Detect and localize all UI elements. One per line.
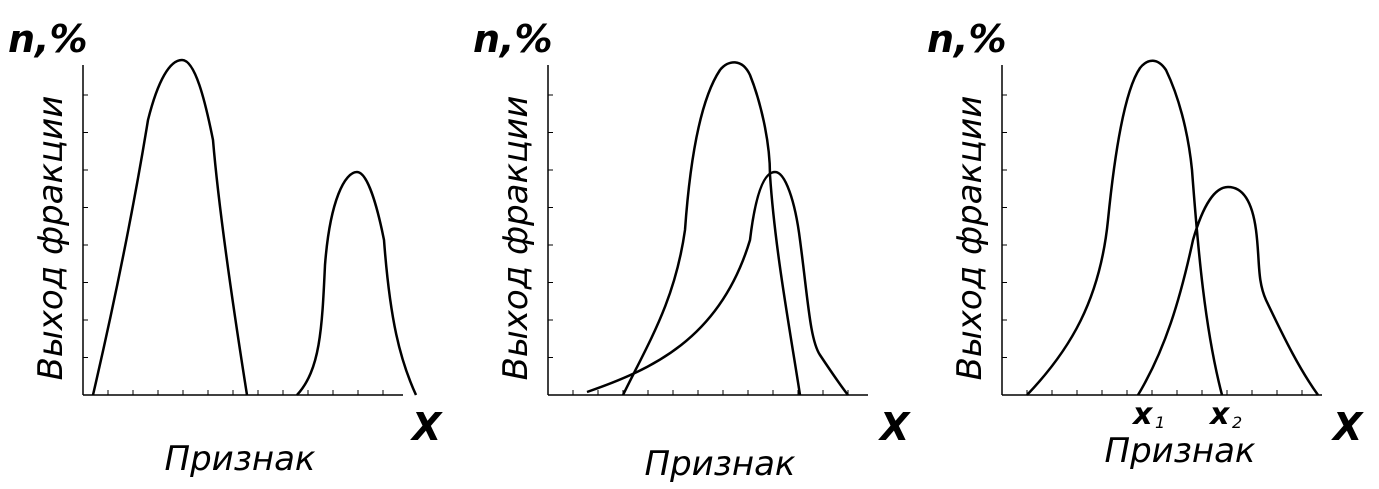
curve — [1136, 185, 1320, 396]
y-label: Выход фракции — [950, 96, 990, 381]
y-symbol: n,% — [8, 17, 88, 61]
marker-symbol: x — [1208, 397, 1231, 432]
x-symbol: X — [878, 405, 911, 449]
x-label: Признак — [1105, 431, 1256, 471]
marker-index: 2 — [1232, 413, 1242, 432]
marker-index: 1 — [1155, 413, 1165, 432]
y-symbol: n,% — [473, 17, 553, 61]
x-label: Признак — [165, 439, 316, 479]
y-label: Выход фракции — [31, 96, 71, 381]
y-label: Выход фракции — [496, 96, 536, 381]
x-symbol: X — [410, 405, 443, 449]
panel: n,% Выход фракции X Признак — [473, 17, 911, 484]
curve — [91, 58, 249, 396]
curve — [621, 61, 802, 396]
x-symbol: X — [1331, 405, 1364, 449]
panel: n,% Выход фракции X Признак x 1 x 2 — [927, 17, 1364, 471]
curve — [1026, 59, 1224, 396]
x-label: Признак — [645, 444, 796, 484]
curve — [296, 170, 418, 396]
marker-symbol: x — [1131, 397, 1154, 432]
panel: n,% Выход фракции X Признак — [8, 17, 443, 479]
curve — [586, 170, 849, 396]
y-symbol: n,% — [927, 17, 1007, 61]
